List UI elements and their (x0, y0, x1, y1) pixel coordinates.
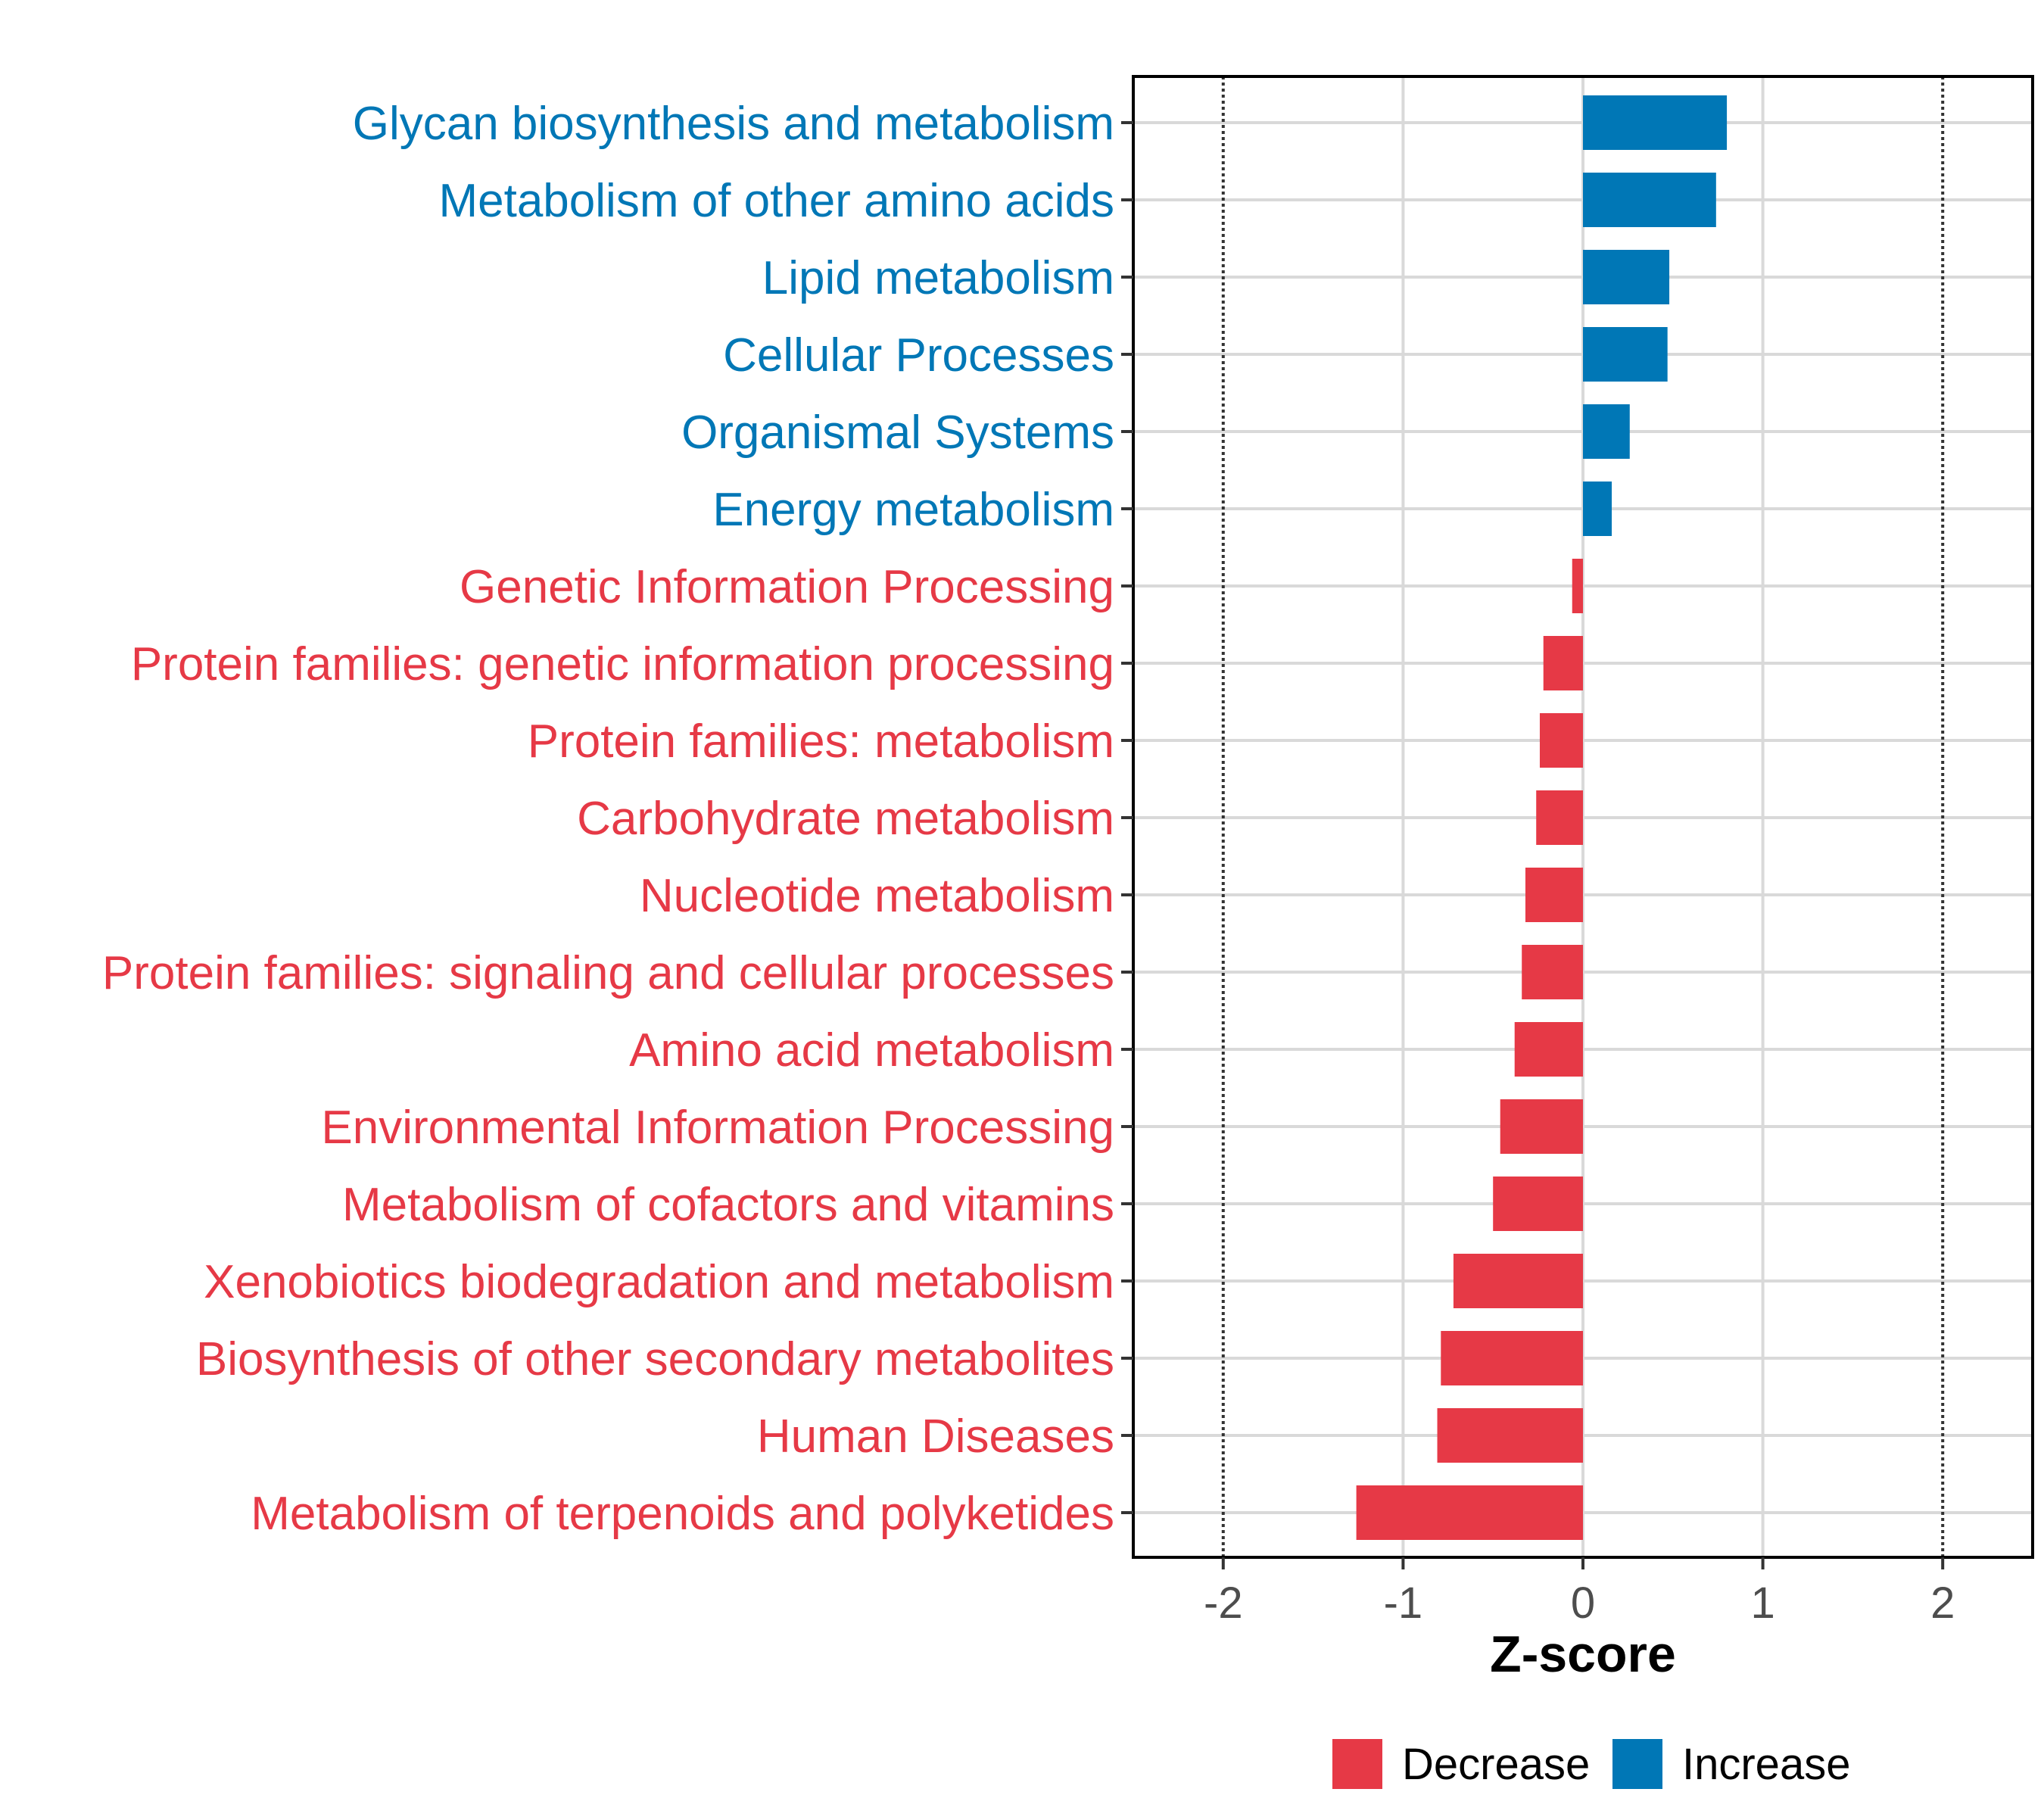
legend-swatch-decrease (1332, 1739, 1382, 1789)
category-label: Cellular Processes (723, 329, 1114, 382)
bar (1356, 1485, 1583, 1540)
bar (1536, 790, 1583, 845)
x-axis-title: Z-score (1490, 1625, 1676, 1683)
bar (1525, 868, 1583, 922)
bars (1356, 95, 1728, 1540)
category-label: Metabolism of terpenoids and polyketides (251, 1488, 1114, 1540)
x-tick-label: 1 (1750, 1579, 1774, 1628)
legend-label-decrease: Decrease (1402, 1740, 1590, 1789)
bar (1514, 1022, 1583, 1077)
x-tick-label: -2 (1204, 1579, 1243, 1628)
bar (1583, 404, 1630, 459)
category-label: Genetic Information Processing (460, 561, 1114, 613)
category-label: Energy metabolism (712, 484, 1114, 536)
category-label: Protein families: signaling and cellular… (102, 947, 1114, 999)
category-label: Metabolism of cofactors and vitamins (342, 1179, 1114, 1231)
legend-swatch-increase (1612, 1739, 1662, 1789)
category-label: Protein families: metabolism (528, 715, 1114, 768)
category-label: Glycan biosynthesis and metabolism (353, 98, 1114, 150)
bar (1583, 95, 1728, 150)
x-tick-label: 2 (1930, 1579, 1955, 1628)
x-axis: -2 -1 0 1 2 (1204, 1557, 1955, 1628)
y-axis: Glycan biosynthesis and metabolism Metabo… (102, 98, 1133, 1540)
category-label: Lipid metabolism (762, 252, 1114, 304)
category-label: Organismal Systems (681, 407, 1114, 459)
bar (1583, 482, 1612, 536)
category-label: Environmental Information Processing (321, 1102, 1114, 1154)
category-label: Metabolism of other amino acids (438, 175, 1114, 227)
bar (1453, 1254, 1583, 1308)
bar (1543, 636, 1583, 690)
legend-label-increase: Increase (1682, 1740, 1850, 1789)
bar (1522, 945, 1583, 999)
bar (1493, 1177, 1583, 1231)
x-tick-label: 0 (1571, 1579, 1595, 1628)
legend: Decrease Increase (1332, 1739, 1850, 1789)
x-tick-label: -1 (1384, 1579, 1423, 1628)
category-label: Xenobiotics biodegradation and metabolis… (204, 1256, 1114, 1308)
bar (1437, 1408, 1583, 1463)
category-label: Nucleotide metabolism (640, 870, 1114, 922)
bar (1441, 1331, 1583, 1385)
category-label: Biosynthesis of other secondary metaboli… (196, 1333, 1114, 1385)
bar (1500, 1099, 1583, 1154)
reference-lines (1221, 76, 1945, 1557)
bar (1539, 713, 1583, 768)
bar (1572, 559, 1583, 613)
category-label: Protein families: genetic information pr… (131, 638, 1114, 690)
bar (1583, 250, 1670, 304)
category-label: Human Diseases (757, 1410, 1114, 1463)
bar (1583, 173, 1716, 227)
category-label: Carbohydrate metabolism (577, 793, 1114, 845)
category-label: Amino acid metabolism (629, 1024, 1114, 1077)
bar (1583, 327, 1668, 382)
